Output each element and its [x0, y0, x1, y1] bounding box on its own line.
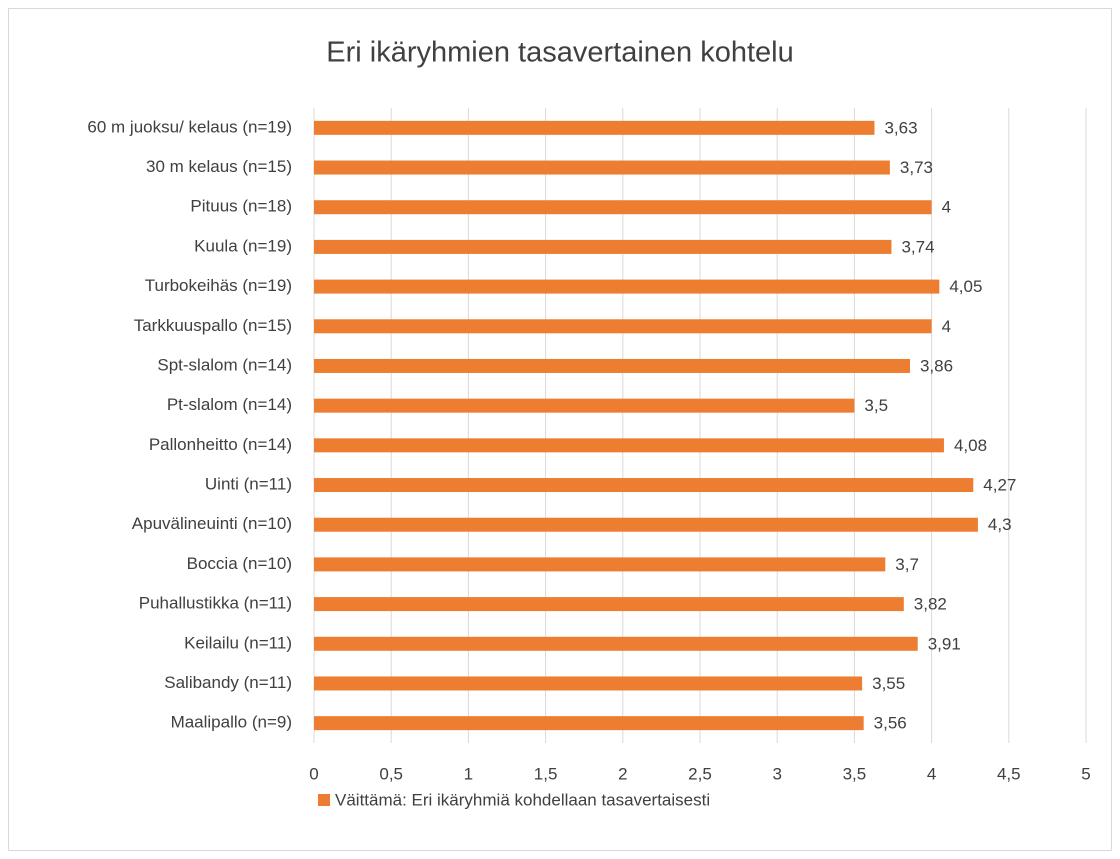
y-tick-label: Salibandy (n=11) — [164, 673, 292, 692]
data-label: 3,86 — [920, 356, 953, 375]
x-tick-label: 2,5 — [688, 764, 712, 783]
bar — [314, 120, 875, 135]
x-tick-label: 0 — [309, 764, 318, 783]
data-label: 4 — [942, 317, 951, 336]
data-label: 3,73 — [900, 158, 933, 177]
legend-swatch — [318, 794, 330, 806]
y-tick-label: Uinti (n=11) — [205, 475, 292, 494]
bar — [314, 636, 918, 651]
data-label: 3,82 — [914, 595, 947, 614]
bar — [314, 319, 932, 334]
bar — [314, 438, 944, 453]
y-tick-label: Boccia (n=10) — [187, 554, 292, 573]
y-tick-label: 60 m juoksu/ kelaus (n=19) — [87, 117, 292, 136]
bar — [314, 160, 890, 175]
y-tick-label: Tarkkuuspallo (n=15) — [134, 316, 292, 335]
y-tick-label: Turbokeihäs (n=19) — [145, 276, 292, 295]
data-label: 3,74 — [901, 237, 934, 256]
x-tick-label: 5 — [1081, 764, 1090, 783]
y-tick-label: Kuula (n=19) — [194, 236, 292, 255]
data-label: 3,5 — [864, 396, 888, 415]
x-tick-label: 1 — [464, 764, 473, 783]
bar — [314, 200, 932, 215]
bar — [314, 716, 864, 731]
legend-label: Väittämä: Eri ikäryhmiä kohdellaan tasav… — [335, 790, 710, 809]
y-tick-label: Pt-slalom (n=14) — [167, 395, 292, 414]
bar — [314, 597, 904, 612]
data-label: 4,3 — [988, 515, 1012, 534]
chart-border — [8, 8, 1112, 851]
data-label: 4,27 — [983, 476, 1016, 495]
bar — [314, 239, 892, 254]
x-tick-label: 2 — [618, 764, 627, 783]
y-tick-label: Apuvälineuinti (n=10) — [132, 514, 292, 533]
y-tick-label: Pallonheitto (n=14) — [149, 435, 292, 454]
y-tick-label: Keilailu (n=11) — [184, 633, 292, 652]
data-label: 3,63 — [884, 118, 917, 137]
y-tick-label: Pituus (n=18) — [190, 197, 292, 216]
data-label: 4,08 — [954, 436, 987, 455]
x-tick-label: 3 — [772, 764, 781, 783]
data-label: 4 — [942, 198, 951, 217]
bar — [314, 676, 863, 691]
data-label: 3,91 — [928, 634, 961, 653]
y-tick-label: Puhallustikka (n=11) — [139, 594, 292, 613]
bar — [314, 398, 855, 413]
x-tick-label: 0,5 — [379, 764, 403, 783]
data-label: 3,7 — [895, 555, 919, 574]
bar — [314, 279, 940, 294]
data-label: 3,56 — [874, 714, 907, 733]
bar — [314, 557, 886, 572]
data-label: 4,05 — [949, 277, 982, 296]
x-tick-label: 4,5 — [997, 764, 1021, 783]
x-tick-label: 3,5 — [843, 764, 867, 783]
y-tick-label: 30 m kelaus (n=15) — [146, 157, 292, 176]
bar — [314, 517, 978, 532]
data-label: 3,55 — [872, 674, 905, 693]
bar — [314, 358, 910, 373]
y-tick-label: Spt-slalom (n=14) — [157, 355, 292, 374]
x-tick-label: 1,5 — [534, 764, 558, 783]
chart-title: Eri ikäryhmien tasavertainen kohtelu — [326, 37, 793, 69]
y-tick-label: Maalipallo (n=9) — [171, 713, 292, 732]
x-tick-label: 4 — [927, 764, 936, 783]
bar — [314, 478, 974, 493]
